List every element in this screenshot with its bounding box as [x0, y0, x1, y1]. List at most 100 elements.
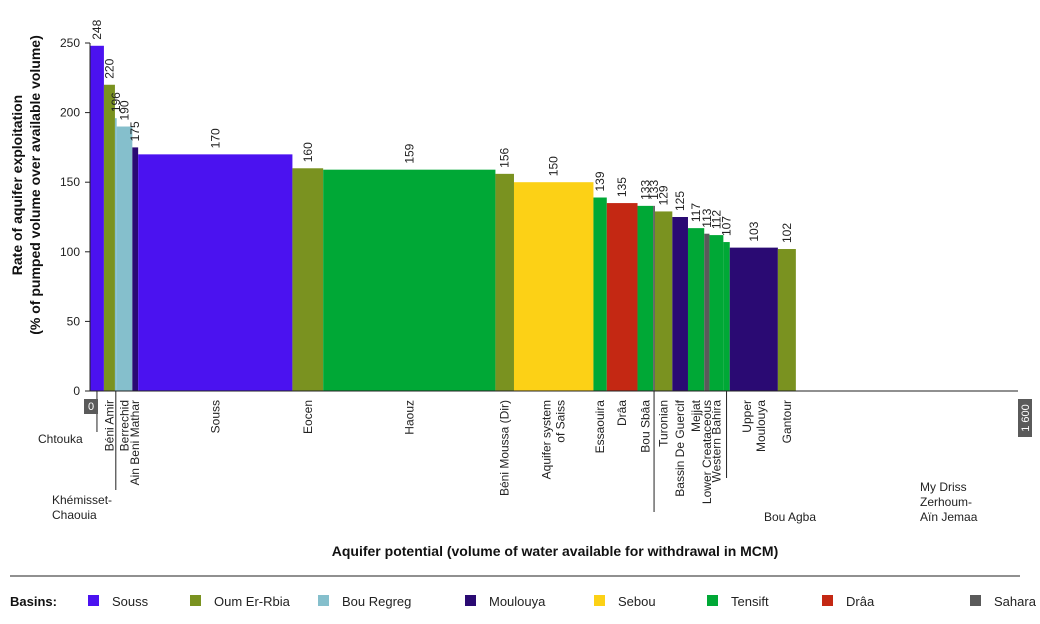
bar-beni-amir [103, 84, 115, 391]
svg-text:Eocen: Eocen [301, 400, 315, 434]
legend-item-tensift: Tensift [707, 594, 769, 609]
svg-text:Turonian: Turonian [657, 400, 671, 447]
legend-swatch [822, 595, 833, 606]
bar-value-upper-moulouya: 103 [747, 221, 761, 241]
legend-item-sebou: Sebou [594, 594, 656, 609]
legend-label: Drâa [846, 594, 875, 609]
bar-bassin-de-guercif [672, 217, 688, 391]
legend-item-oum-er-rbia: Oum Er-Rbia [190, 594, 291, 609]
svg-text:Drâa: Drâa [615, 400, 629, 426]
y-tick-label: 100 [60, 245, 80, 259]
category-label-beni-moussa-dir: Béni Moussa (Dir) [498, 400, 512, 496]
svg-text:Ain Beni Mathar: Ain Beni Mathar [128, 400, 142, 485]
y-axis-title: Rate of aquifer exploitation (% of pumpe… [9, 35, 43, 335]
y-tick-label: 200 [60, 106, 80, 120]
bar-essaouira [593, 197, 607, 391]
bar-western-bahira [709, 235, 724, 391]
x-end-label: 1 600 [1020, 404, 1032, 432]
bar-chtouka [90, 45, 104, 392]
svg-text:Mejjat: Mejjat [689, 399, 703, 432]
bar-mejjat [687, 228, 705, 391]
category-label-khemisset-chaouia: Khémisset-Chaouia [52, 391, 117, 522]
category-label-essaouira: Essaouira [593, 400, 607, 454]
category-label-draa: Drâa [615, 400, 629, 426]
bar-value-beni-amir: 220 [102, 58, 116, 78]
legend: Souss Oum Er-Rbia Bou Regreg Moulouya Sebou T… [88, 594, 1037, 609]
legend-swatch [190, 595, 201, 606]
bar-haouz [323, 169, 496, 391]
svg-text:Béni Amir: Béni Amir [102, 400, 116, 451]
svg-text:Gantour: Gantour [780, 400, 794, 443]
svg-text:Bou Agba: Bou Agba [764, 510, 816, 524]
bar-ain-beni-mathar [132, 147, 139, 391]
legend-swatch [970, 595, 981, 606]
bar-value-ain-beni-mathar: 175 [128, 121, 142, 141]
bars [90, 45, 796, 392]
bar-value-mejjat: 117 [689, 203, 703, 222]
bar-value-my-driss-zerhoum-ain-jemaa: 107 [720, 216, 734, 236]
bar-aquifer-system-of-saiss [513, 182, 594, 391]
bar-bou-agba [653, 205, 655, 391]
legend-swatch [318, 595, 329, 606]
legend-label: Tensift [731, 594, 769, 609]
legend-item-sahara: Sahara [970, 594, 1037, 609]
legend-swatch [707, 595, 718, 606]
svg-text:of Saiss: of Saiss [554, 400, 568, 443]
category-label-aquifer-system-of-saiss: Aquifer system of Saiss [540, 400, 568, 479]
svg-text:Bassin De Guercif: Bassin De Guercif [673, 399, 687, 496]
legend-item-bou-regreg: Bou Regreg [318, 594, 411, 609]
bar-value-bou-sbaa: 133 [638, 180, 652, 200]
category-label-beni-amir: Béni Amir [102, 400, 116, 451]
legend-swatch [465, 595, 476, 606]
legend-label: Bou Regreg [342, 594, 411, 609]
bar-draa [606, 203, 638, 391]
y-axis-title-line1: Rate of aquifer exploitation [9, 95, 25, 275]
bar-value-turonian: 129 [657, 185, 671, 205]
category-label-western-bahira: Western Bahira [709, 400, 723, 483]
bar-value-bou-agba: 133 [647, 180, 661, 200]
svg-text:Lower Creataceous: Lower Creataceous [700, 400, 714, 504]
legend-label: Oum Er-Rbia [214, 594, 291, 609]
svg-text:Essaouira: Essaouira [593, 400, 607, 454]
svg-text:Khémisset-: Khémisset- [52, 493, 112, 507]
y-tick-label: 250 [60, 36, 80, 50]
category-label-ain-beni-mathar: Ain Beni Mathar [128, 400, 142, 485]
bar-value-eocen: 160 [301, 142, 315, 162]
bar-value-beni-moussa-dir: 156 [498, 148, 512, 168]
svg-text:Chaouia: Chaouia [52, 508, 97, 522]
bar-turonian [654, 211, 673, 391]
category-label-berrechid: Berrechid [118, 400, 132, 451]
svg-text:Upper: Upper [740, 400, 754, 433]
bar-eocen [292, 168, 324, 391]
svg-text:Bou Sbâa: Bou Sbâa [638, 400, 652, 453]
bar-beni-moussa-dir [495, 173, 514, 391]
legend-label: Sebou [618, 594, 656, 609]
y-axis-title-line2: (% of pumped volume over available volum… [27, 35, 43, 335]
legend-label: Sahara [994, 594, 1037, 609]
bar-value-aquifer-system-of-saiss: 150 [547, 156, 561, 176]
category-label-mejjat: Mejjat [689, 399, 703, 432]
svg-text:Souss: Souss [208, 400, 222, 433]
bar-bou-sbaa [637, 205, 654, 391]
category-label-bou-agba: Bou Agba [653, 391, 816, 524]
svg-text:Berrechid: Berrechid [118, 400, 132, 451]
category-label-souss: Souss [208, 400, 222, 433]
svg-text:Haouz: Haouz [402, 400, 416, 435]
svg-text:Moulouya: Moulouya [754, 400, 768, 452]
x-start-box: 0 [84, 399, 98, 414]
category-label-bou-sbaa: Bou Sbâa [638, 400, 652, 453]
category-label-upper-moulouya: Upper Moulouya [740, 400, 768, 452]
bar-value-berrechid: 190 [118, 100, 132, 120]
legend-title: Basins: [10, 594, 57, 609]
category-label-bassin-de-guercif: Bassin De Guercif [673, 399, 687, 496]
category-label-gantour: Gantour [780, 400, 794, 443]
bar-souss [138, 154, 293, 391]
x-start-label: 0 [88, 401, 94, 413]
svg-text:Chtouka: Chtouka [38, 432, 83, 446]
legend-item-souss: Souss [88, 594, 149, 609]
svg-text:Western Bahira: Western Bahira [709, 400, 723, 483]
bar-value-haouz: 159 [402, 143, 416, 163]
